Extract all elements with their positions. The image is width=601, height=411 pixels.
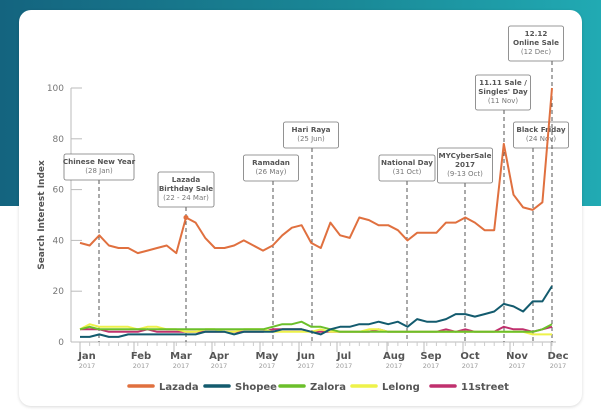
- y-tick-label: 100: [47, 84, 64, 94]
- x-year-label: 2017: [550, 362, 567, 370]
- series-line-zalora: [79, 320, 553, 333]
- legend-label: Lazada: [159, 382, 199, 393]
- x-month-label: Oct: [460, 351, 479, 362]
- x-month-label: Mar: [170, 351, 192, 362]
- event-date: (9-13 Oct): [447, 170, 483, 178]
- legend-item-lazada: Lazada: [127, 382, 199, 393]
- event-label-box: [437, 147, 493, 184]
- event-label-box: [475, 74, 531, 111]
- x-month-label: Feb: [131, 351, 151, 362]
- series-line-lazada: [79, 87, 553, 255]
- event-annotation: National Day(31 Oct): [378, 154, 436, 342]
- x-month-label: Apr: [209, 351, 229, 362]
- legend-item-lelong: Lelong: [350, 382, 420, 393]
- x-month-label: Sep: [420, 351, 441, 362]
- event-annotation: Hari Raya(25 Jun): [283, 121, 339, 342]
- x-year-label: 2017: [211, 362, 228, 370]
- event-title: National Day: [381, 158, 433, 167]
- x-month-label: Jun: [296, 351, 315, 362]
- event-date: (12 Dec): [521, 48, 551, 56]
- event-date: (11 Nov): [488, 97, 519, 105]
- event-label-box: [378, 154, 436, 182]
- x-month-label: Nov: [506, 351, 528, 362]
- y-tick-label: 60: [53, 186, 65, 196]
- event-annotation: Ramadan(26 May): [243, 154, 299, 342]
- event-date: (25 Jun): [297, 135, 325, 143]
- event-title: 12.12: [525, 29, 548, 38]
- event-title: 11.11 Sale /: [479, 78, 527, 87]
- event-title: Chinese New Year: [63, 157, 136, 166]
- event-annotation: Black Friday(24 Nov): [513, 121, 569, 342]
- legend-label: 11street: [461, 382, 509, 393]
- event-date: (22 - 24 Mar): [163, 194, 209, 202]
- event-date: (31 Oct): [393, 168, 422, 176]
- legend-label: Shopee: [235, 382, 277, 393]
- x-month-label: May: [256, 351, 279, 362]
- y-axis-label: Search Interest Index: [37, 160, 47, 270]
- event-title: Lazada: [172, 175, 201, 184]
- legend-item-11street: 11street: [429, 382, 509, 393]
- lazada-birthday-point: [183, 215, 189, 221]
- event-date: (26 May): [255, 168, 286, 176]
- event-label-box: [63, 153, 135, 181]
- event-date: (28 Jan): [85, 167, 113, 175]
- x-year-label: 2017: [298, 362, 315, 370]
- legend-item-shopee: Shopee: [203, 382, 277, 393]
- x-year-label: 2017: [509, 362, 526, 370]
- x-year-label: 2017: [423, 362, 440, 370]
- event-title: Black Friday: [516, 125, 566, 134]
- event-title: Online Sale: [513, 38, 559, 47]
- x-month-label: Jan: [77, 351, 96, 362]
- y-tick-label: 40: [53, 236, 65, 246]
- x-year-label: 2017: [386, 362, 403, 370]
- x-year-label: 2017: [336, 362, 353, 370]
- event-label-box: [513, 121, 569, 149]
- x-year-label: 2017: [462, 362, 479, 370]
- event-annotation: 11.11 Sale /Singles' Day(11 Nov): [475, 74, 531, 342]
- y-tick-label: 80: [53, 135, 65, 145]
- x-year-label: 2017: [133, 362, 150, 370]
- x-year-label: 2017: [79, 362, 96, 370]
- event-label-box: [243, 154, 299, 182]
- event-title: Birthday Sale: [159, 184, 213, 193]
- legend-label: Lelong: [382, 382, 420, 393]
- event-label-box: [157, 171, 215, 208]
- y-tick-label: 0: [58, 338, 64, 348]
- x-month-label: Aug: [383, 351, 405, 362]
- event-date: (24 Nov): [526, 135, 557, 143]
- event-label-box: [508, 25, 564, 62]
- series-line-shopee: [80, 285, 553, 338]
- x-month-label: Jul: [336, 351, 351, 362]
- legend-label: Zalora: [310, 382, 346, 393]
- y-tick-label: 20: [53, 287, 65, 297]
- x-year-label: 2017: [259, 362, 276, 370]
- event-title: Singles' Day: [478, 87, 528, 96]
- x-year-label: 2017: [173, 362, 190, 370]
- x-month-label: Dec: [547, 351, 568, 362]
- event-label-box: [283, 121, 339, 149]
- event-title: Hari Raya: [291, 125, 330, 134]
- event-title: 2017: [455, 160, 475, 169]
- legend-item-zalora: Zalora: [278, 382, 346, 393]
- event-title: Ramadan: [252, 158, 290, 167]
- event-title: MYCyberSale: [439, 151, 492, 160]
- event-annotation: Chinese New Year(28 Jan): [63, 153, 136, 342]
